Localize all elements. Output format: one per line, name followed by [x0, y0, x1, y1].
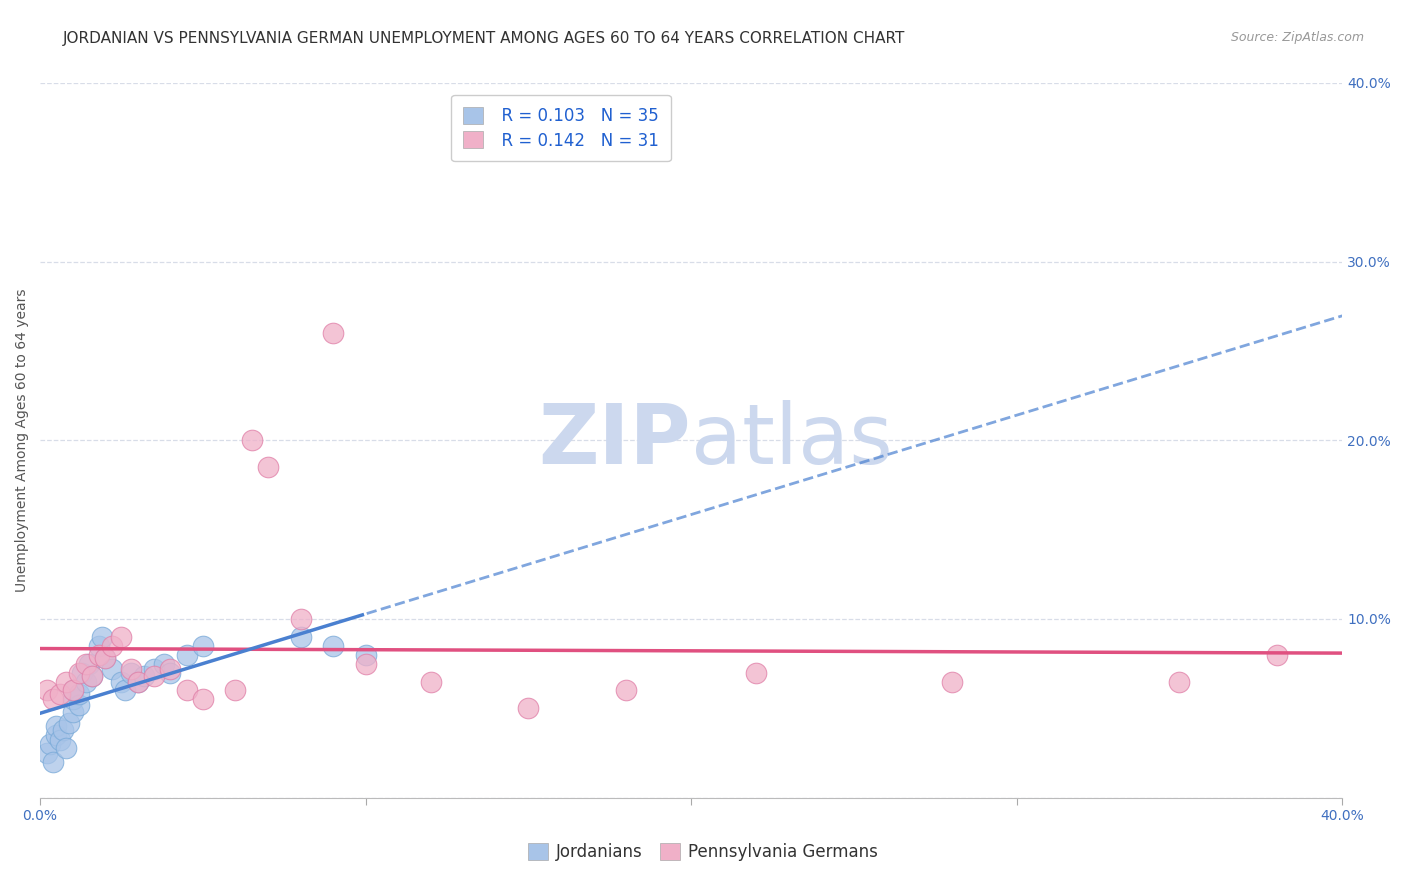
Point	[143, 662, 166, 676]
Point	[67, 698, 90, 712]
Point	[42, 755, 65, 769]
Point	[110, 630, 132, 644]
Point	[75, 657, 97, 671]
Point	[100, 639, 122, 653]
Point	[62, 692, 84, 706]
Text: Source: ZipAtlas.com: Source: ZipAtlas.com	[1230, 31, 1364, 45]
Point	[322, 326, 344, 340]
Y-axis label: Unemployment Among Ages 60 to 64 years: Unemployment Among Ages 60 to 64 years	[15, 288, 30, 592]
Point	[517, 701, 540, 715]
Point	[62, 683, 84, 698]
Point	[224, 683, 246, 698]
Point	[127, 674, 149, 689]
Point	[45, 719, 67, 733]
Point	[110, 674, 132, 689]
Point	[159, 665, 181, 680]
Point	[52, 723, 75, 737]
Point	[159, 662, 181, 676]
Point	[42, 692, 65, 706]
Point	[72, 665, 94, 680]
Point	[419, 674, 441, 689]
Legend: Jordanians, Pennsylvania Germans: Jordanians, Pennsylvania Germans	[522, 836, 884, 868]
Point	[55, 674, 77, 689]
Point	[91, 630, 114, 644]
Point	[38, 737, 60, 751]
Point	[48, 687, 70, 701]
Point	[941, 674, 963, 689]
Point	[35, 746, 58, 760]
Point	[75, 674, 97, 689]
Text: JORDANIAN VS PENNSYLVANIA GERMAN UNEMPLOYMENT AMONG AGES 60 TO 64 YEARS CORRELAT: JORDANIAN VS PENNSYLVANIA GERMAN UNEMPLO…	[63, 31, 905, 46]
Point	[354, 648, 377, 662]
Text: ZIP: ZIP	[538, 400, 692, 481]
Point	[58, 715, 80, 730]
Point	[45, 728, 67, 742]
Point	[240, 434, 263, 448]
Point	[153, 657, 176, 671]
Point	[120, 662, 142, 676]
Point	[176, 683, 198, 698]
Point	[67, 665, 90, 680]
Point	[77, 657, 100, 671]
Text: atlas: atlas	[692, 400, 893, 481]
Point	[94, 651, 117, 665]
Point	[614, 683, 637, 698]
Point	[322, 639, 344, 653]
Point	[191, 692, 214, 706]
Point	[257, 460, 280, 475]
Point	[62, 683, 84, 698]
Point	[134, 669, 156, 683]
Point	[745, 665, 768, 680]
Point	[1265, 648, 1288, 662]
Legend:   R = 0.103   N = 35,   R = 0.142   N = 31: R = 0.103 N = 35, R = 0.142 N = 31	[451, 95, 671, 161]
Point	[120, 665, 142, 680]
Point	[191, 639, 214, 653]
Point	[176, 648, 198, 662]
Point	[100, 662, 122, 676]
Point	[55, 740, 77, 755]
Point	[143, 669, 166, 683]
Point	[87, 648, 110, 662]
Point	[1168, 674, 1191, 689]
Point	[67, 687, 90, 701]
Point	[82, 669, 104, 683]
Point	[48, 733, 70, 747]
Point	[87, 639, 110, 653]
Point	[82, 669, 104, 683]
Point	[127, 674, 149, 689]
Point	[354, 657, 377, 671]
Point	[35, 683, 58, 698]
Point	[290, 612, 312, 626]
Point	[290, 630, 312, 644]
Point	[94, 651, 117, 665]
Point	[62, 705, 84, 719]
Point	[114, 683, 136, 698]
